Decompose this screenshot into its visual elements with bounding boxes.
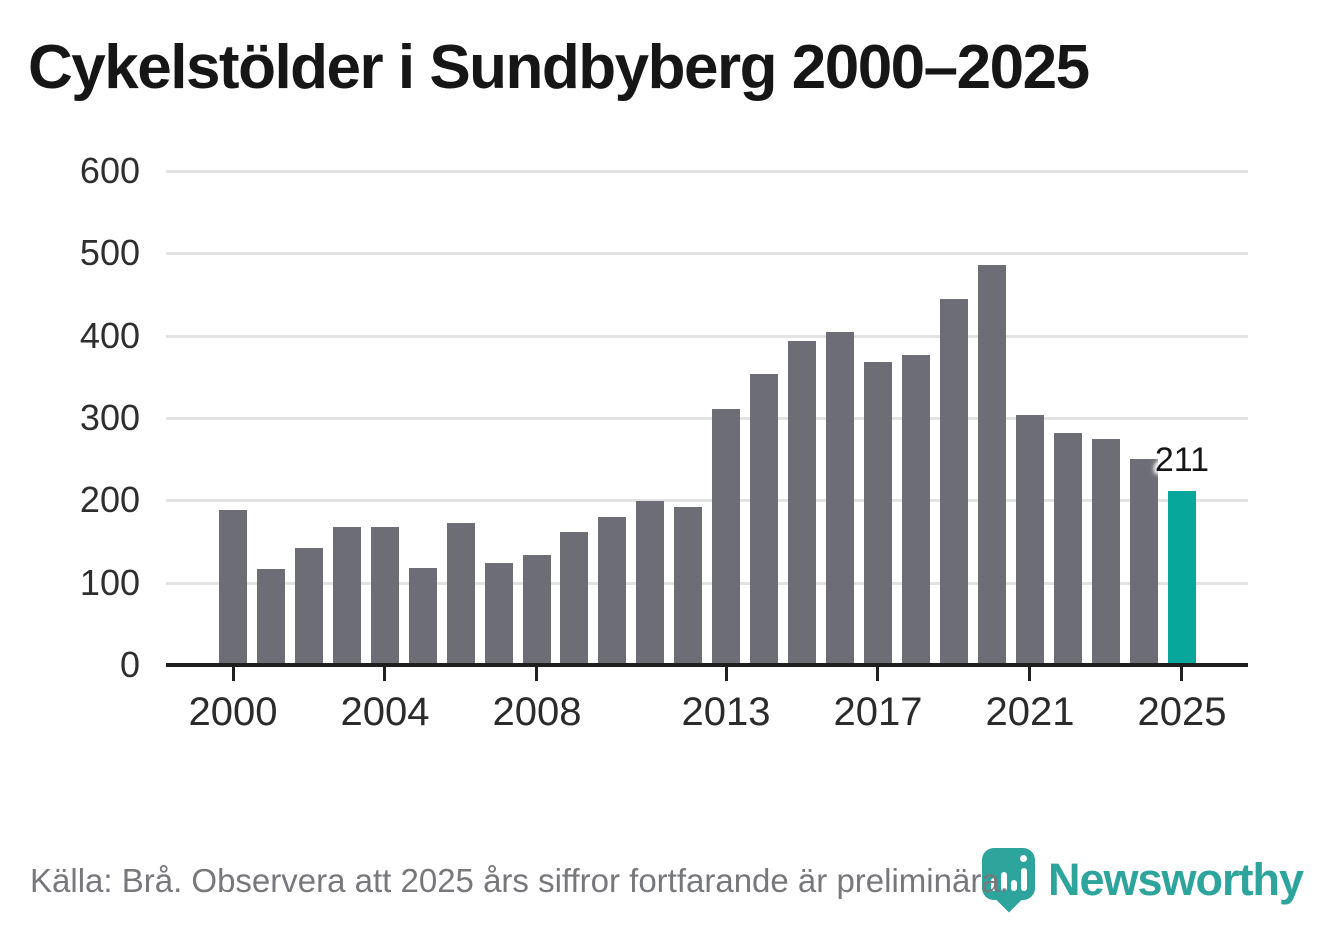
bar-2009 xyxy=(560,532,588,665)
bar-2022 xyxy=(1054,433,1082,665)
logo-mini-bar xyxy=(1001,872,1007,891)
logo-mini-bar xyxy=(991,878,997,891)
value-label-2025: 211 xyxy=(1154,441,1210,479)
gridline-500 xyxy=(166,252,1248,255)
bar-2020 xyxy=(978,265,1006,665)
y-tick-label-0: 0 xyxy=(119,644,140,685)
y-tick-label-600: 600 xyxy=(79,150,140,191)
gridline-100 xyxy=(166,582,1248,585)
x-tick-2017 xyxy=(876,667,879,681)
bar-2003 xyxy=(333,527,361,665)
bar-2005 xyxy=(409,568,437,665)
bar-2004 xyxy=(371,527,399,665)
bar-2023 xyxy=(1092,439,1120,665)
bar-2007 xyxy=(485,563,513,665)
y-tick-label-200: 200 xyxy=(79,479,140,520)
source-note: Källa: Brå. Observera att 2025 års siffr… xyxy=(30,862,1009,899)
bar-2001 xyxy=(257,569,285,665)
gridline-300 xyxy=(166,417,1248,420)
bar-2002 xyxy=(295,548,323,665)
gridline-400 xyxy=(166,335,1248,338)
x-tick-label-2008: 2008 xyxy=(492,690,582,734)
x-tick-label-2004: 2004 xyxy=(340,690,430,734)
bar-2019 xyxy=(940,299,968,665)
chart-title: Cykelstölder i Sundbyberg 2000–2025 xyxy=(28,33,1090,102)
bar-2011 xyxy=(636,501,664,665)
x-tick-2008 xyxy=(535,667,538,681)
x-tick-label-2000: 2000 xyxy=(188,690,278,734)
y-tick-label-300: 300 xyxy=(79,397,140,438)
bar-2014 xyxy=(750,374,778,665)
bar-2013 xyxy=(712,409,740,665)
bar-2016 xyxy=(826,332,854,665)
x-tick-2021 xyxy=(1028,667,1031,681)
x-tick-label-2017: 2017 xyxy=(833,690,923,734)
logo-mini-bar xyxy=(1011,880,1017,891)
gridline-600 xyxy=(166,170,1248,173)
x-tick-2000 xyxy=(232,667,235,681)
bar-2024 xyxy=(1130,459,1158,665)
x-tick-2013 xyxy=(725,667,728,681)
x-tick-2004 xyxy=(383,667,386,681)
logo-dot xyxy=(1020,855,1027,862)
bar-2012 xyxy=(674,507,702,665)
logo-mini-bar xyxy=(1021,868,1027,891)
newsworthy-pin-barchart-icon xyxy=(982,848,1035,900)
plot-area xyxy=(166,170,1248,665)
gridline-200 xyxy=(166,499,1248,502)
bar-2025 xyxy=(1168,491,1196,665)
x-tick-label-2021: 2021 xyxy=(985,690,1075,734)
x-axis-line xyxy=(166,663,1248,667)
newsworthy-wordmark: Newsworthy xyxy=(1048,854,1304,905)
x-tick-label-2025: 2025 xyxy=(1137,690,1227,734)
bar-2008 xyxy=(523,555,551,665)
y-tick-label-400: 400 xyxy=(79,315,140,356)
y-tick-label-500: 500 xyxy=(79,232,140,273)
bar-2018 xyxy=(902,355,930,665)
bar-2021 xyxy=(1016,415,1044,665)
bar-2015 xyxy=(788,341,816,665)
bar-2017 xyxy=(864,362,892,665)
bar-2006 xyxy=(447,523,475,665)
x-tick-2025 xyxy=(1180,667,1183,681)
y-tick-label-100: 100 xyxy=(79,562,140,603)
x-tick-label-2013: 2013 xyxy=(681,690,771,734)
bar-2000 xyxy=(219,510,247,665)
bar-2010 xyxy=(598,517,626,665)
